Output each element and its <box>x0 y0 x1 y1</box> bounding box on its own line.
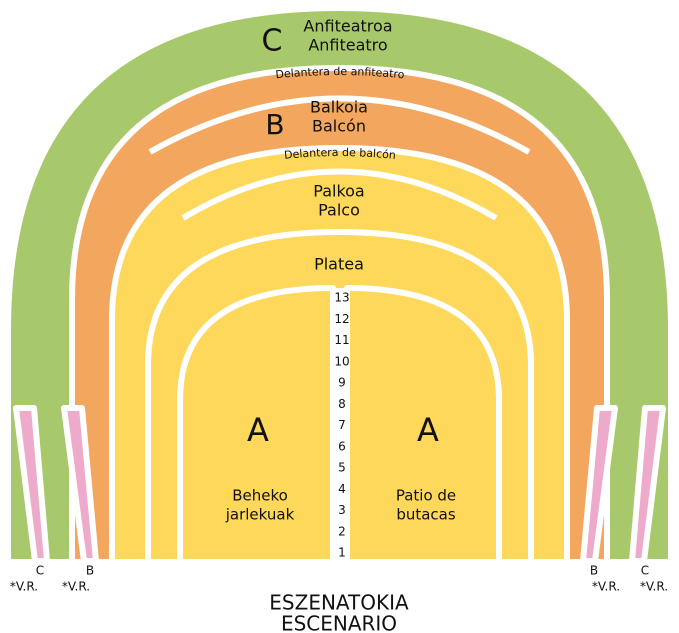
section-label: Platea <box>314 255 364 274</box>
section-label: Delantera de anfiteatro <box>275 65 405 81</box>
section-label: Palco <box>318 201 360 220</box>
section-letter: B <box>265 108 284 141</box>
row-number: 5 <box>338 461 346 475</box>
section-label: Delantera de balcón <box>284 146 397 162</box>
stage-label: ESCENARIO <box>281 612 397 633</box>
vr-strip <box>13 405 50 564</box>
patio-right-zone <box>344 285 502 565</box>
side-note: *V.R. <box>592 580 620 594</box>
vr-strip <box>61 405 99 564</box>
section-label: Anfiteatroa <box>303 17 392 36</box>
platea-border <box>145 228 534 565</box>
side-letter: B <box>86 564 94 578</box>
section-label: Balcón <box>312 117 366 136</box>
row-column <box>333 288 347 562</box>
section-label: jarlekuak <box>225 506 295 524</box>
row-number: 2 <box>338 524 346 538</box>
row-number: 12 <box>334 312 349 326</box>
row-number: 4 <box>338 482 346 496</box>
side-note: *V.R. <box>10 580 38 594</box>
vr-strip <box>629 405 666 564</box>
section-label: Palkoa <box>313 182 364 201</box>
section-label: Delantera de balcón <box>284 146 397 162</box>
row-number: 9 <box>338 376 346 390</box>
row-number: 6 <box>338 439 346 453</box>
row-number: 1 <box>338 546 346 560</box>
row-number: 3 <box>338 503 346 517</box>
section-label: Beheko <box>232 487 288 505</box>
section-label: butacas <box>396 506 456 524</box>
row-number: 10 <box>334 354 349 368</box>
section-label: Delantera de anfiteatro <box>275 65 405 81</box>
section-letter: A <box>247 411 269 449</box>
stage-label: ESZENATOKIA <box>269 591 409 615</box>
side-letter: C <box>36 564 44 578</box>
patio-left-zone <box>177 285 336 565</box>
row-number: 11 <box>334 333 349 347</box>
section-label: Balkoia <box>310 98 368 117</box>
row-number: 8 <box>338 397 346 411</box>
section-letter: C <box>262 24 283 59</box>
section-label: Anfiteatro <box>308 36 387 55</box>
delantera-balcon-border <box>181 168 498 221</box>
side-letter: C <box>641 564 649 578</box>
side-note: *V.R. <box>62 580 90 594</box>
delantera-anfiteatro-border <box>148 95 531 155</box>
section-letter: A <box>417 411 439 449</box>
side-letter: B <box>590 564 598 578</box>
vr-strip <box>580 405 618 564</box>
row-number: 7 <box>338 418 346 432</box>
row-number: 13 <box>334 291 349 305</box>
side-note: *V.R. <box>640 580 668 594</box>
section-label: Patio de <box>396 487 456 505</box>
